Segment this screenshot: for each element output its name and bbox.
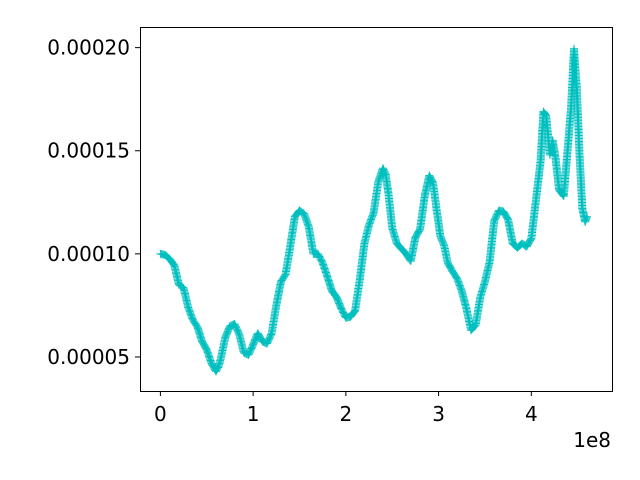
y-tick-label: 0.00005 [47,345,130,369]
x-axis-offset-label: 1e8 [573,428,611,452]
series-markers [156,44,591,376]
x-axis: 0 1 2 3 4 [154,391,538,426]
x-tick-label: 3 [432,402,445,426]
y-tick-label: 0.00010 [47,242,130,266]
y-tick-label: 0.00015 [47,139,130,163]
y-axis: 0.00005 0.00010 0.00015 0.00020 [47,36,140,369]
x-tick-label: 4 [525,402,538,426]
y-tick-label: 0.00020 [47,36,130,60]
x-tick-label: 2 [339,402,352,426]
x-tick-label: 0 [154,402,167,426]
plot-frame [140,27,613,392]
series-layer [156,44,591,376]
x-tick-label: 1 [247,402,260,426]
